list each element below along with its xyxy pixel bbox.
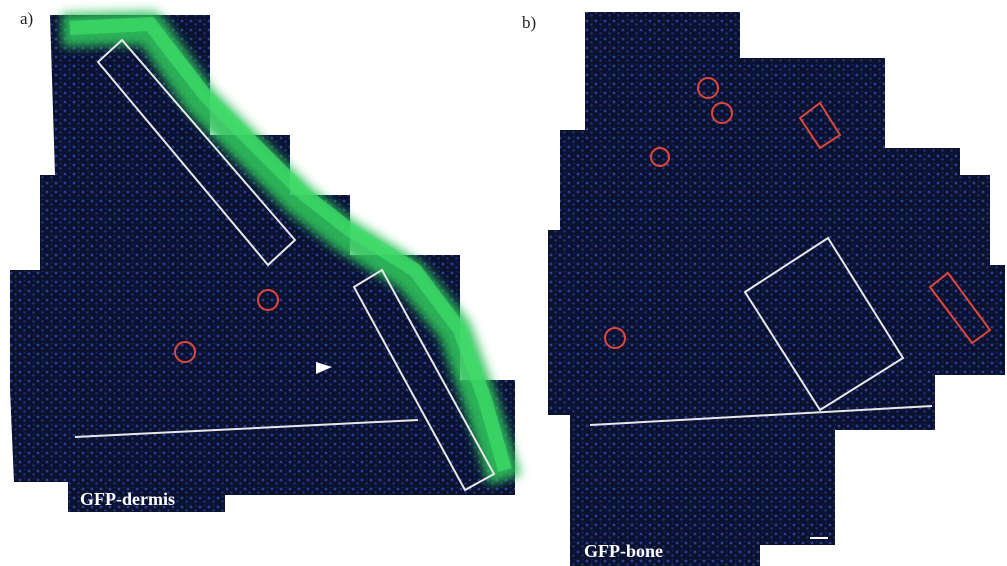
panel-a: a) GFP-dermis [10,9,515,512]
panel-letter: b) [522,13,536,32]
panel-b: b) GFP-bone [522,12,1005,566]
panel-label: GFP-bone [584,541,663,561]
panel-letter: a) [20,9,33,28]
tissue-mosaic [548,12,1005,566]
figure: a) GFP-dermis b) GFP-bone [0,0,1007,566]
panel-label: GFP-dermis [80,489,175,509]
